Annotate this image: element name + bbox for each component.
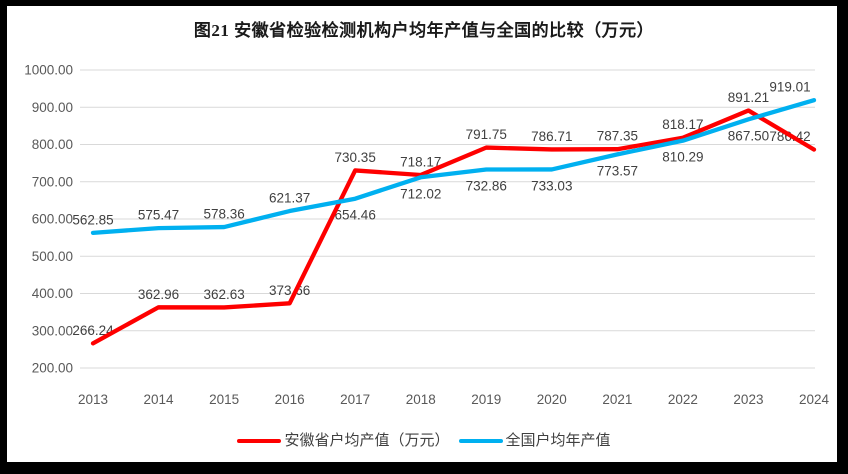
data-label-national: 562.85 [72,212,113,227]
y-tick-label: 500.00 [32,249,73,264]
legend-label-national: 全国户均年产值 [505,432,611,449]
legend-label-anhui: 安徽省户均产值（万元） [284,432,450,449]
data-label-national: 578.36 [203,207,244,222]
frame-border-top [0,0,848,6]
chart-title: 图21 安徽省检验检测机构户均年产值与全国的比较（万元） [193,21,655,40]
legend-item-anhui: 安徽省户均产值（万元） [237,431,450,451]
data-label-anhui: 362.96 [138,287,179,302]
y-tick-label: 800.00 [32,137,73,152]
x-tick-label: 2020 [537,392,567,407]
data-label-national: 575.47 [138,208,179,223]
series-line-anhui [90,108,817,346]
y-tick-label: 600.00 [32,212,73,227]
x-tick-label: 2023 [733,392,763,407]
legend-swatch-anhui [237,438,282,444]
y-tick-label: 700.00 [32,174,73,189]
data-label-anhui: 787.35 [597,129,638,144]
x-tick-label: 2014 [144,392,175,407]
data-label-national: 712.02 [400,186,441,201]
data-label-anhui: 266.24 [72,323,114,338]
data-label-national: 773.57 [597,163,638,178]
x-tick-label: 2017 [340,392,370,407]
data-label-anhui: 791.75 [466,127,507,142]
data-label-national: 621.37 [269,191,310,206]
y-tick-label: 400.00 [32,286,73,301]
data-label-anhui: 786.71 [531,129,572,144]
data-label-national: 733.03 [531,178,572,193]
legend-swatch-national [458,438,503,444]
y-tick-label: 1000.00 [24,63,73,78]
frame-border-left [0,0,7,474]
data-label-national: 810.29 [662,150,703,165]
x-tick-label: 2024 [799,392,830,407]
x-tick-label: 2022 [668,392,698,407]
data-label-anhui: 891.21 [728,90,769,105]
data-label-national: 654.46 [335,208,376,223]
x-tick-label: 2016 [275,392,305,407]
frame-border-right [837,0,848,474]
data-label-national: 732.86 [466,179,507,194]
legend-item-national: 全国户均年产值 [458,431,611,451]
x-tick-label: 2019 [471,392,501,407]
y-tick-label: 300.00 [32,323,73,338]
data-label-anhui: 718.17 [400,154,441,169]
x-tick-label: 2018 [406,392,436,407]
y-tick-label: 900.00 [32,100,73,115]
data-label-anhui: 362.63 [203,287,244,302]
data-label-national: 867.50 [728,128,769,143]
frame-border-bottom [0,462,848,474]
data-label-anhui: 818.17 [662,117,703,132]
x-tick-label: 2015 [209,392,239,407]
data-label-anhui: 373.66 [269,283,310,298]
x-tick-label: 2021 [602,392,632,407]
x-tick-label: 2013 [78,392,108,407]
data-label-anhui: 730.35 [335,150,376,165]
y-tick-label: 200.00 [32,361,73,376]
data-label-national: 919.01 [769,80,810,95]
chart-legend: 安徽省户均产值（万元） 全国户均年产值 [0,430,848,452]
series-line-national [90,98,817,235]
